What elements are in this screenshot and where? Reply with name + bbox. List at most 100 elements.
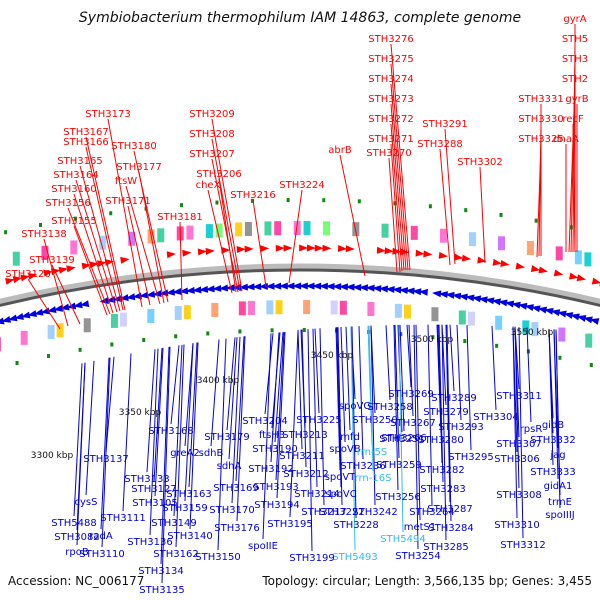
gene-label: STH3190 [252, 444, 297, 455]
label-leader-line [73, 225, 108, 316]
label-leader-line [43, 238, 69, 327]
forward-gene-arrow [553, 269, 564, 277]
label-leader-line [445, 324, 451, 503]
reverse-gene-arrow [504, 300, 515, 308]
gene-label: abrB [328, 145, 352, 156]
forward-gene-arrow [27, 272, 38, 280]
gene-label: STH3169 [213, 483, 258, 494]
gene-label: STH3258 [367, 402, 412, 413]
forward-gene-arrow [182, 249, 192, 257]
reverse-gene-arrow [172, 288, 182, 296]
label-leader-line [339, 154, 366, 277]
gene-label: STH3330 [518, 114, 563, 125]
gene-label: STH3332 [530, 435, 575, 446]
reverse-gene-arrow [278, 282, 288, 290]
label-leader-line [289, 330, 299, 518]
label-leader-line [345, 326, 351, 431]
cog-block [558, 327, 566, 342]
label-leader-line [390, 63, 409, 271]
gene-label: STH3165 [57, 156, 102, 167]
label-leader-line [297, 329, 303, 450]
forward-gene-arrow [345, 245, 355, 253]
reverse-gene-arrow [484, 297, 495, 305]
reverse-gene-arrow [405, 287, 415, 295]
reverse-gene-arrow [33, 308, 44, 316]
label-leader-line [105, 356, 115, 453]
forward-gene-arrow [221, 246, 231, 254]
gene-label: spoVC [325, 489, 357, 500]
feature-marker [4, 230, 8, 235]
label-leader-line [413, 324, 419, 550]
label-leader-line [27, 278, 61, 330]
label-leader-line [393, 325, 399, 491]
forward-gene-arrow [299, 244, 309, 252]
reverse-gene-arrow [432, 290, 442, 298]
gene-label: STH3168 [148, 426, 193, 437]
label-leader-line [252, 199, 267, 288]
reverse-gene-arrow [298, 282, 308, 290]
forward-gene-arrow [500, 259, 510, 267]
label-leader-line [358, 326, 364, 460]
label-leader-line [307, 329, 313, 552]
reverse-gene-arrow [511, 301, 521, 309]
feature-marker [215, 200, 219, 205]
label-leader-line [125, 185, 161, 305]
gene-label: STH3250 [352, 415, 397, 426]
label-leader-line [427, 324, 433, 506]
cog-block [303, 300, 311, 315]
cog-block [266, 300, 274, 315]
feature-marker [74, 216, 78, 221]
cog-block [238, 301, 246, 316]
reverse-gene-arrow [252, 283, 262, 291]
reverse-gene-arrow [165, 288, 175, 296]
gene-label: STH3208 [189, 129, 234, 140]
gene-label: gidA1 [544, 481, 573, 492]
gene-label: STH3212 [283, 469, 328, 480]
gene-label: STH3280 [418, 435, 463, 446]
reverse-gene-arrow [60, 303, 70, 311]
gene-label: STH3127 [131, 484, 176, 495]
gene-label: STH5 [562, 34, 588, 45]
reverse-gene-arrow [517, 302, 528, 310]
gene-label: STH3082 [54, 532, 99, 543]
gene-label: rrn-16S [355, 473, 392, 484]
reverse-gene-arrow [576, 315, 587, 322]
label-leader-line [398, 324, 404, 533]
label-leader-line [406, 324, 412, 388]
label-leader-line [235, 336, 245, 482]
cog-block [394, 303, 402, 318]
reverse-gene-arrow [272, 282, 282, 290]
label-leader-line [226, 337, 236, 431]
gene-label: STH3288 [417, 139, 462, 150]
cog-block [585, 333, 593, 348]
gene-label: STH3264 [409, 507, 454, 518]
reverse-gene-arrow [544, 307, 554, 315]
label-leader-line [210, 339, 220, 447]
gene-label: STH3193 [253, 482, 298, 493]
cog-block [99, 235, 107, 250]
reverse-gene-arrow [205, 285, 215, 293]
gene-label: STH5494 [380, 534, 425, 545]
cog-block [110, 313, 118, 328]
reverse-gene-arrow [225, 284, 235, 292]
gene-label: STH3180 [111, 141, 156, 152]
cog-block [147, 308, 155, 323]
cog-block [235, 222, 243, 237]
label-leader-line [390, 103, 405, 271]
label-leader-line [388, 157, 398, 273]
forward-gene-arrow [438, 251, 448, 259]
label-leader-line [153, 348, 163, 483]
gene-label: STH3287 [427, 504, 472, 515]
label-leader-line [568, 83, 576, 253]
gene-label: STH3204 [242, 416, 287, 427]
feature-marker [428, 204, 432, 209]
label-leader-line [449, 324, 455, 392]
feature-marker [270, 328, 274, 333]
label-leader-line [85, 136, 126, 311]
gene-label: STH3105 [132, 498, 177, 509]
forward-gene-arrow [283, 244, 293, 252]
forward-gene-arrow [275, 244, 285, 252]
label-leader-line [437, 324, 443, 464]
forward-gene-arrow [376, 246, 386, 254]
